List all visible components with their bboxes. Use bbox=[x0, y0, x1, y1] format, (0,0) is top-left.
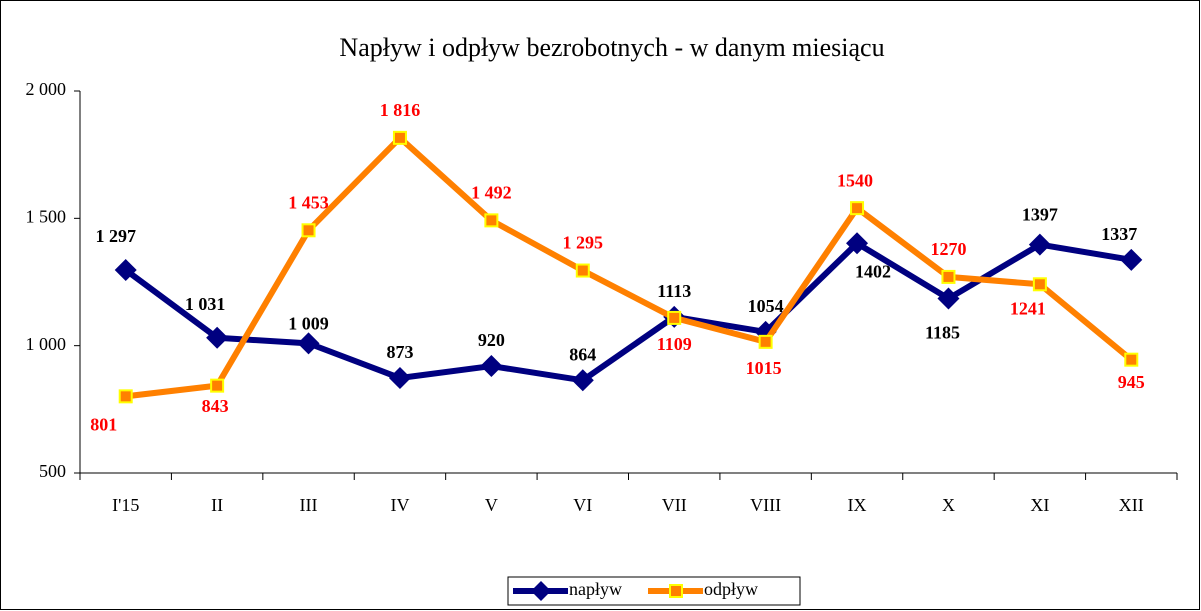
series-line bbox=[123, 240, 1132, 384]
x-tick-label: XI bbox=[1030, 495, 1049, 515]
x-tick-label: X bbox=[942, 495, 955, 515]
data-label: 1185 bbox=[925, 323, 960, 343]
x-tick-label: VI bbox=[573, 495, 592, 515]
marker bbox=[667, 310, 682, 325]
data-label: 1113 bbox=[657, 281, 691, 301]
data-label: 1 816 bbox=[380, 100, 421, 120]
marker bbox=[388, 367, 411, 390]
data-label: 864 bbox=[569, 344, 596, 364]
data-label: 945 bbox=[1118, 372, 1145, 392]
y-tick-label: 1 000 bbox=[26, 334, 67, 354]
data-label: 1 453 bbox=[288, 192, 329, 212]
data-label: 1337 bbox=[1101, 224, 1137, 244]
data-label: 920 bbox=[478, 330, 505, 350]
x-tick-label: IV bbox=[390, 495, 409, 515]
marker bbox=[846, 232, 869, 255]
data-label: 1270 bbox=[930, 239, 966, 259]
marker bbox=[114, 259, 137, 282]
data-label: 1054 bbox=[748, 296, 784, 316]
x-tick-label: VIII bbox=[750, 495, 781, 515]
x-tick-label: II bbox=[211, 495, 223, 515]
marker bbox=[392, 130, 407, 145]
x-tick-label: VII bbox=[662, 495, 687, 515]
data-label: 1402 bbox=[855, 261, 891, 281]
legend-marker bbox=[531, 581, 551, 601]
data-label: 1241 bbox=[1010, 298, 1046, 318]
data-label: 1015 bbox=[746, 358, 782, 378]
x-tick-label: IX bbox=[848, 495, 867, 515]
legend-label: odpływ bbox=[704, 579, 758, 599]
y-tick-label: 2 000 bbox=[26, 79, 67, 99]
series-line bbox=[125, 134, 1134, 400]
x-tick-label: XII bbox=[1119, 495, 1144, 515]
x-tick-label: V bbox=[485, 495, 498, 515]
y-tick-label: 1 500 bbox=[26, 206, 67, 226]
legend-marker bbox=[669, 584, 683, 598]
chart-title: Napływ i odpływ bezrobotnych - w danym m… bbox=[339, 33, 884, 62]
data-label: 873 bbox=[386, 342, 413, 362]
marker bbox=[484, 213, 499, 228]
legend-label: napływ bbox=[569, 579, 622, 599]
marker bbox=[1032, 277, 1047, 292]
marker bbox=[571, 369, 594, 392]
x-tick-label: III bbox=[300, 495, 318, 515]
data-label: 1 492 bbox=[471, 182, 512, 202]
marker bbox=[941, 269, 956, 284]
marker bbox=[575, 263, 590, 278]
data-label: 1 295 bbox=[563, 233, 604, 253]
marker bbox=[1124, 352, 1139, 367]
y-tick-label: 500 bbox=[39, 461, 66, 481]
marker bbox=[480, 355, 503, 378]
marker bbox=[937, 287, 960, 310]
marker bbox=[1028, 233, 1051, 256]
marker bbox=[210, 378, 225, 393]
marker bbox=[758, 334, 773, 349]
marker bbox=[1120, 248, 1143, 271]
x-tick-label: I'15 bbox=[112, 495, 139, 515]
marker bbox=[301, 223, 316, 238]
data-label: 1 297 bbox=[95, 226, 136, 246]
data-label: 1 031 bbox=[185, 294, 226, 314]
marker bbox=[206, 326, 229, 349]
data-label: 1 009 bbox=[288, 313, 329, 333]
marker bbox=[118, 389, 133, 404]
data-label: 1397 bbox=[1022, 205, 1058, 225]
data-label: 1109 bbox=[657, 334, 692, 354]
data-label: 843 bbox=[202, 396, 229, 416]
marker bbox=[297, 332, 320, 355]
data-label: 1540 bbox=[837, 170, 873, 190]
marker bbox=[850, 201, 865, 216]
data-label: 801 bbox=[90, 414, 117, 434]
